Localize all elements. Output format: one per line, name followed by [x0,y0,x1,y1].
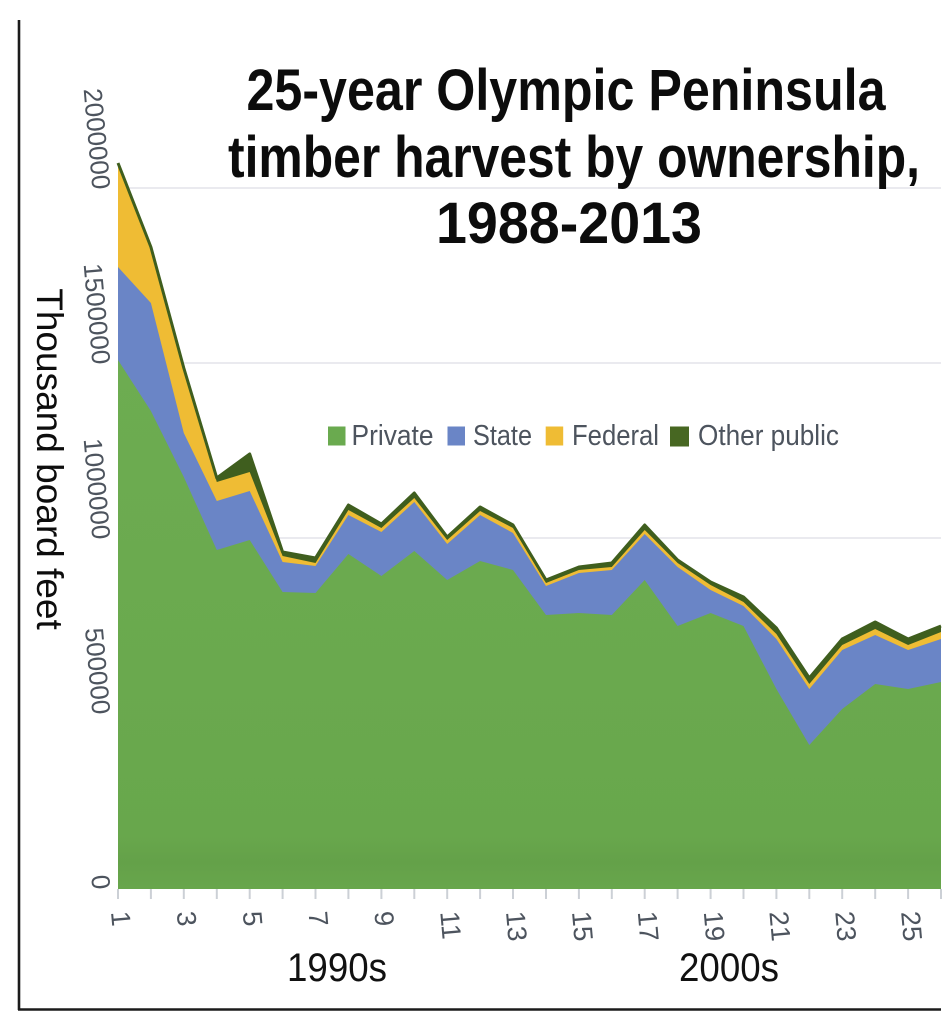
svg-text:Federal: Federal [572,420,659,452]
svg-text:Private: Private [352,420,434,452]
svg-text:0: 0 [85,873,116,890]
svg-text:25-year Olympic Peninsula: 25-year Olympic Peninsula [247,58,887,123]
svg-text:Thousand board feet: Thousand board feet [29,288,70,630]
svg-text:5: 5 [237,910,268,928]
svg-text:1: 1 [105,910,136,928]
svg-text:State: State [473,420,532,452]
svg-text:2000s: 2000s [679,946,779,990]
svg-text:9: 9 [368,910,399,928]
svg-text:1990s: 1990s [287,946,387,990]
svg-text:13: 13 [500,910,533,943]
svg-text:timber harvest by ownership,: timber harvest by ownership, [228,125,920,190]
svg-text:11: 11 [434,910,466,941]
svg-text:3: 3 [171,910,202,928]
svg-text:21: 21 [763,910,796,943]
svg-text:Other public: Other public [698,420,839,452]
svg-text:25: 25 [895,910,928,943]
svg-text:7: 7 [303,910,334,928]
svg-text:19: 19 [698,910,731,943]
svg-text:17: 17 [632,910,665,943]
svg-text:1988-2013: 1988-2013 [436,191,702,256]
svg-text:23: 23 [829,910,862,943]
svg-text:15: 15 [566,910,599,943]
